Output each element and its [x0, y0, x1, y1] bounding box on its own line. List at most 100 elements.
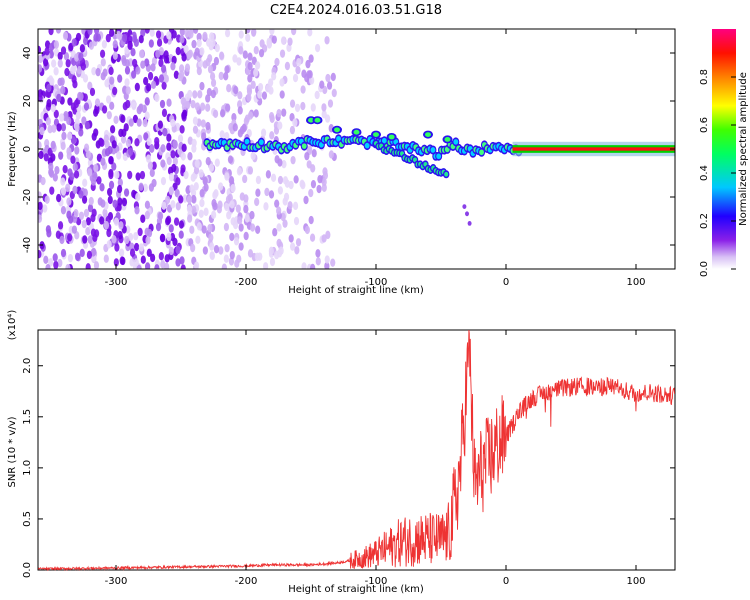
spectrogram-noise-cell [82, 178, 88, 188]
spectrogram-noise-cell [87, 81, 93, 91]
spectrogram-noise-cell [200, 119, 206, 128]
snr-y-tick-label: 0.0 [22, 562, 33, 578]
spectrogram-noise-cell [38, 93, 43, 102]
spectrogram-noise-cell [82, 74, 89, 83]
spectrogram-noise-cell [192, 125, 199, 134]
spectrogram-noise-cell [189, 225, 195, 235]
spectrogram-noise-cell [66, 147, 72, 156]
spectrogram-noise-cell [164, 254, 170, 263]
spectrogram-noise-cell [140, 255, 146, 264]
spectrogram-noise-cell [294, 103, 301, 113]
spectrogram-noise-cell [179, 29, 185, 36]
spectrogram-noise-cell [179, 125, 185, 134]
spectrogram-noise-cell [196, 32, 202, 42]
spectrogram-noise-cell [50, 140, 56, 150]
spectrogram-noise-cell [157, 211, 164, 221]
spectrogram-noise-cell [205, 94, 211, 103]
spectrogram-noise-cell [165, 216, 171, 226]
spectrogram-noise-cell [72, 106, 78, 115]
spectrogram-noise-cell [144, 97, 150, 106]
spectrogram-noise-cell [85, 150, 92, 159]
spectrogram-noise-cell [46, 229, 52, 238]
spectrogram-noise-cell [179, 70, 185, 79]
spectrogram-noise-cell [192, 29, 199, 34]
spectrogram-noise-cell [314, 43, 321, 53]
spectrogram-noise-cell [111, 162, 117, 171]
spectrogram-band-core [453, 139, 459, 145]
spectrogram-noise-cell [124, 235, 130, 245]
spectrogram-noise-cell [83, 143, 90, 152]
spectrogram-noise-cell [269, 29, 275, 36]
spectrogram-noise-cell [120, 114, 126, 124]
spectrogram-band-core [301, 143, 307, 149]
spectrogram-noise-cell [83, 208, 90, 218]
spectrogram-noise-cell [253, 68, 259, 77]
spectrogram-noise-cell [129, 248, 136, 257]
spectrogram-noise-cell [249, 210, 255, 220]
spectrogram-noise-cell [60, 141, 66, 151]
spectrogram-noise-cell [284, 179, 290, 188]
spectrogram-noise-cell [328, 150, 334, 159]
colorbar-ticks: 0.0 0.2 0.4 0.6 0.8 [699, 69, 736, 277]
spectrogram-noise-cell [134, 138, 140, 147]
spectrogram-noise-cell [258, 48, 265, 58]
spectrogram-noise-cell [218, 246, 224, 255]
spectrogram-noise-cell [116, 151, 122, 160]
spectrogram-noise-cell [270, 173, 277, 183]
spectrogram-noise-cell [303, 195, 309, 205]
spectrogram-band-core [430, 147, 436, 153]
spectrogram-noise-cell [100, 157, 106, 166]
spectrogram-noise-cell [236, 57, 242, 66]
snr-x-tick-label: -100 [365, 576, 388, 587]
spectrogram-noise-cell [149, 168, 155, 178]
spectrogram-noise-cell [91, 66, 97, 76]
spectrogram-noise-cell [93, 108, 99, 117]
spectrogram-noise-cell [170, 118, 176, 128]
spectrogram-noise-cell [209, 242, 215, 251]
spectrogram-noise-cell [140, 60, 146, 69]
spectrogram-noise-cell [161, 64, 167, 74]
spectrogram-noise-cell [147, 71, 154, 81]
spectrogram-noise-cell [257, 82, 264, 92]
spectrogram-noise-cell [71, 38, 77, 47]
spectrogram-noise-cell [59, 77, 65, 86]
spectrogram-noise-cell [87, 235, 93, 244]
spectrogram-noise-cell [243, 231, 249, 241]
spectrogram-x-tick-label: -300 [105, 277, 128, 288]
spectrogram-noise-cell [82, 235, 88, 244]
spectrogram-noise-cell [180, 164, 186, 173]
spectrogram-noise-cell [239, 192, 245, 201]
spectrogram-noise-cell [124, 78, 130, 87]
spectrogram-noise-cell [73, 170, 80, 179]
spectrogram-noise-cell [48, 29, 54, 36]
spectrogram-noise-cell [112, 40, 118, 49]
colorbar-tick-label: 0.2 [699, 213, 710, 229]
spectrogram-band-core [381, 137, 387, 144]
spectrogram-noise-cell [250, 80, 256, 90]
spectrogram-noise-cell [268, 190, 275, 199]
spectrogram-noise-cell [49, 77, 55, 86]
spectrogram-noise-cell [111, 235, 117, 244]
spectrogram-noise-cell [131, 34, 138, 44]
spectrogram-branch-core [444, 171, 449, 177]
spectrogram-noise-cell [50, 103, 56, 113]
spectrogram-noise-cell [155, 49, 161, 59]
spectrogram-noise-cell [125, 99, 131, 109]
spectrogram-noise-cell [321, 234, 327, 243]
spectrogram-noise-cell [133, 232, 139, 241]
spectrogram-noise-cell [51, 59, 57, 68]
spectrogram-noise-cell [232, 54, 238, 63]
spectrogram-noise-cell [166, 31, 172, 40]
spectrogram-noise-cell [238, 242, 244, 251]
spectrogram-noise-cell [42, 204, 48, 213]
spectrogram-noise-cell [149, 29, 155, 37]
spectrogram-noise-cell [125, 138, 132, 148]
spectrogram-noise-cell [160, 159, 166, 168]
spectrogram-noise-cell [269, 257, 276, 267]
spectrogram-noise-cell [114, 243, 120, 252]
spectrogram-noise-cell [94, 98, 101, 107]
spectrogram-noise-cell [214, 158, 220, 167]
spectrogram-x-tick-label: -100 [365, 277, 388, 288]
spectrogram-noise-cell [107, 195, 113, 205]
spectrogram-noise-cell [209, 251, 215, 261]
